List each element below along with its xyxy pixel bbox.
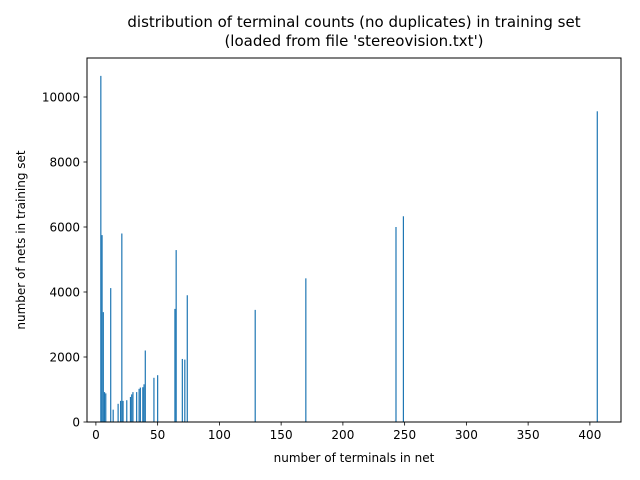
bar: [132, 392, 134, 422]
bar: [184, 359, 186, 422]
bar: [117, 403, 119, 422]
bar: [143, 384, 145, 422]
x-tick-label: 50: [150, 428, 165, 442]
bar: [254, 309, 256, 422]
y-tick-label: 6000: [49, 221, 80, 235]
bar: [138, 388, 140, 422]
bar: [101, 235, 103, 422]
bar: [395, 227, 397, 422]
bar: [119, 400, 122, 422]
x-axis-ticks: 0 50 100 150 200 250 300 350 400: [92, 422, 601, 442]
y-tick-label: 10000: [42, 91, 80, 105]
bar: [305, 278, 307, 422]
y-axis-label: number of nets in training set: [14, 150, 28, 329]
bar: [112, 409, 114, 422]
bar: [174, 308, 176, 422]
bar: [122, 400, 124, 422]
bar: [181, 358, 183, 422]
plot-frame: [86, 57, 622, 423]
bar: [131, 394, 133, 422]
x-tick-label: 400: [578, 428, 601, 442]
bar: [157, 375, 159, 422]
y-tick-label: 8000: [49, 156, 80, 170]
bars-group: [100, 75, 598, 423]
bar: [102, 312, 104, 422]
bar: [121, 233, 123, 422]
chart-title-line-1: distribution of terminal counts (no dupl…: [127, 13, 580, 31]
x-tick-label: 200: [331, 428, 354, 442]
bar: [153, 377, 155, 422]
bar: [139, 387, 141, 422]
bar: [110, 288, 112, 422]
chart-title-line-2: (loaded from file 'stereovision.txt'): [224, 32, 483, 50]
bar: [175, 250, 177, 422]
bar: [186, 295, 188, 422]
x-tick-label: 0: [92, 428, 100, 442]
bar: [105, 393, 107, 422]
x-axis-label: number of terminals in net: [274, 451, 435, 465]
bar: [100, 75, 102, 422]
x-tick-label: 100: [208, 428, 231, 442]
y-axis-ticks: 0 2000 4000 6000 8000 10000: [42, 91, 87, 430]
bar: [402, 216, 404, 422]
y-tick-label: 2000: [49, 351, 80, 365]
bar: [126, 400, 128, 422]
bar: [144, 350, 146, 422]
x-tick-label: 250: [393, 428, 416, 442]
x-tick-label: 300: [455, 428, 478, 442]
bar: [136, 392, 138, 422]
bar: [129, 396, 132, 422]
x-tick-label: 350: [517, 428, 540, 442]
bar: [103, 392, 106, 422]
bar: [142, 387, 144, 422]
y-tick-label: 4000: [49, 286, 80, 300]
y-tick-label: 0: [72, 416, 80, 430]
x-tick-label: 150: [270, 428, 293, 442]
bar: [596, 111, 598, 423]
